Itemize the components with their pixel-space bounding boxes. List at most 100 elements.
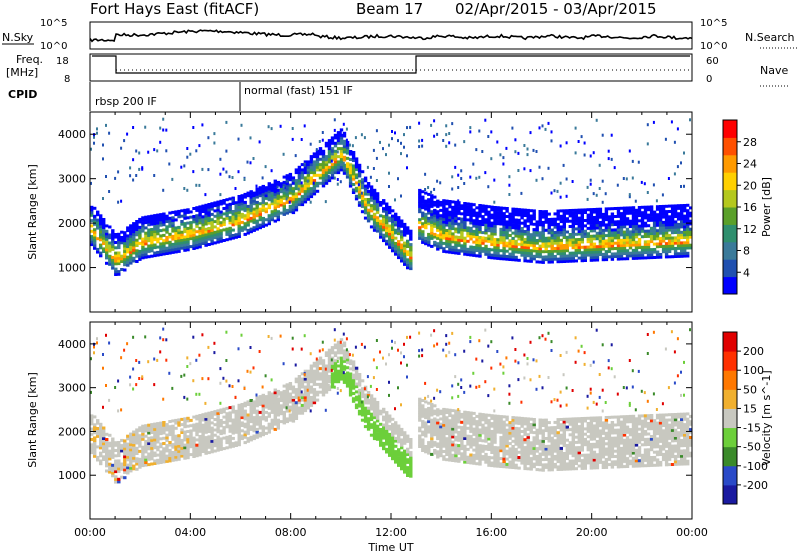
velocity-cell	[132, 459, 136, 463]
power-cell	[120, 241, 124, 245]
power-cell	[433, 235, 437, 239]
power-cell	[333, 149, 338, 153]
power-cell	[550, 223, 554, 227]
velocity-cell	[261, 409, 265, 413]
power-cell	[661, 228, 666, 232]
velocity-cell	[204, 430, 208, 434]
power-cell	[210, 236, 214, 240]
velocity-cell	[249, 438, 253, 442]
power-cell	[312, 155, 317, 159]
power-cell	[430, 223, 434, 227]
velocity-cell	[276, 408, 280, 412]
velocity-cell	[339, 361, 344, 365]
power-cell	[270, 218, 274, 222]
power-cell	[550, 257, 554, 261]
power-cell	[421, 232, 425, 236]
power-cell	[261, 206, 265, 210]
power-cell	[309, 155, 314, 159]
velocity-cell	[270, 418, 274, 422]
velocity-cell	[303, 406, 308, 410]
power-cell	[601, 220, 606, 224]
power-cell	[583, 208, 587, 212]
power-cell	[111, 231, 115, 235]
power-cell	[132, 158, 135, 162]
power-cell	[616, 257, 621, 261]
power-cell	[180, 214, 184, 218]
velocity-cell	[309, 372, 314, 376]
power-cell	[652, 250, 657, 254]
power-cell	[421, 238, 425, 242]
power-cell	[592, 210, 597, 214]
velocity-cell	[180, 444, 184, 448]
velocity-cell	[439, 427, 443, 431]
power-cell	[604, 244, 609, 248]
velocity-cell	[303, 373, 306, 377]
velocity-cell	[354, 382, 359, 386]
velocity-cell	[357, 373, 362, 376]
velocity-cell	[168, 430, 172, 434]
power-cell	[475, 219, 479, 223]
velocity-cell	[427, 420, 431, 424]
power-cell	[252, 220, 256, 224]
power-cell	[616, 249, 621, 253]
velocity-cell	[330, 358, 333, 362]
power-cell	[99, 238, 103, 242]
power-cell	[123, 233, 127, 237]
power-cell	[258, 191, 262, 195]
velocity-cell	[267, 414, 271, 418]
power-cell	[114, 267, 118, 271]
velocity-cell	[165, 358, 168, 362]
velocity-cell	[300, 398, 305, 402]
velocity-cell	[288, 384, 293, 388]
velocity-cell	[400, 456, 404, 460]
velocity-cell	[424, 426, 428, 430]
power-cell	[388, 229, 392, 233]
power-colorbar-swatch	[723, 154, 737, 173]
power-cell	[102, 220, 106, 224]
power-cell	[538, 223, 542, 227]
velocity-cell	[243, 387, 246, 390]
power-cell	[345, 170, 350, 174]
power-cell	[135, 220, 139, 223]
power-cell	[132, 126, 135, 129]
velocity-cell	[210, 431, 214, 435]
power-cell	[99, 230, 103, 234]
power-cell	[204, 193, 207, 197]
power-cell	[120, 230, 124, 234]
power-cell	[312, 187, 317, 191]
velocity-cell	[201, 429, 205, 432]
velocity-cell	[394, 444, 398, 448]
power-cell	[397, 218, 401, 222]
power-cell	[357, 171, 362, 175]
nave-tick-top: 60	[706, 56, 719, 67]
power-cell	[610, 236, 615, 240]
power-cell	[673, 228, 678, 232]
power-cell	[689, 243, 693, 247]
power-cell	[303, 168, 308, 172]
power-cell	[676, 233, 681, 237]
power-cell	[351, 175, 356, 178]
power-cell	[508, 234, 512, 237]
power-cell	[646, 245, 651, 249]
power-cell	[219, 172, 222, 176]
velocity-cell	[348, 377, 353, 381]
velocity-cell	[186, 356, 189, 360]
power-cell	[222, 228, 226, 232]
power-cell	[637, 214, 642, 217]
velocity-cell	[360, 387, 365, 391]
power-cell	[379, 219, 383, 223]
power-cell	[246, 204, 250, 208]
power-cell	[502, 233, 506, 237]
velocity-cell	[439, 433, 443, 437]
velocity-cell	[436, 421, 440, 425]
power-cell	[210, 239, 214, 243]
velocity-cell	[165, 459, 169, 463]
power-cell	[357, 193, 362, 197]
power-cell	[619, 222, 624, 226]
power-cell	[508, 193, 511, 196]
velocity-cell	[186, 440, 190, 444]
power-cell	[336, 178, 339, 181]
velocity-cell	[300, 406, 305, 410]
power-cell	[234, 233, 238, 237]
power-cell	[469, 226, 473, 230]
